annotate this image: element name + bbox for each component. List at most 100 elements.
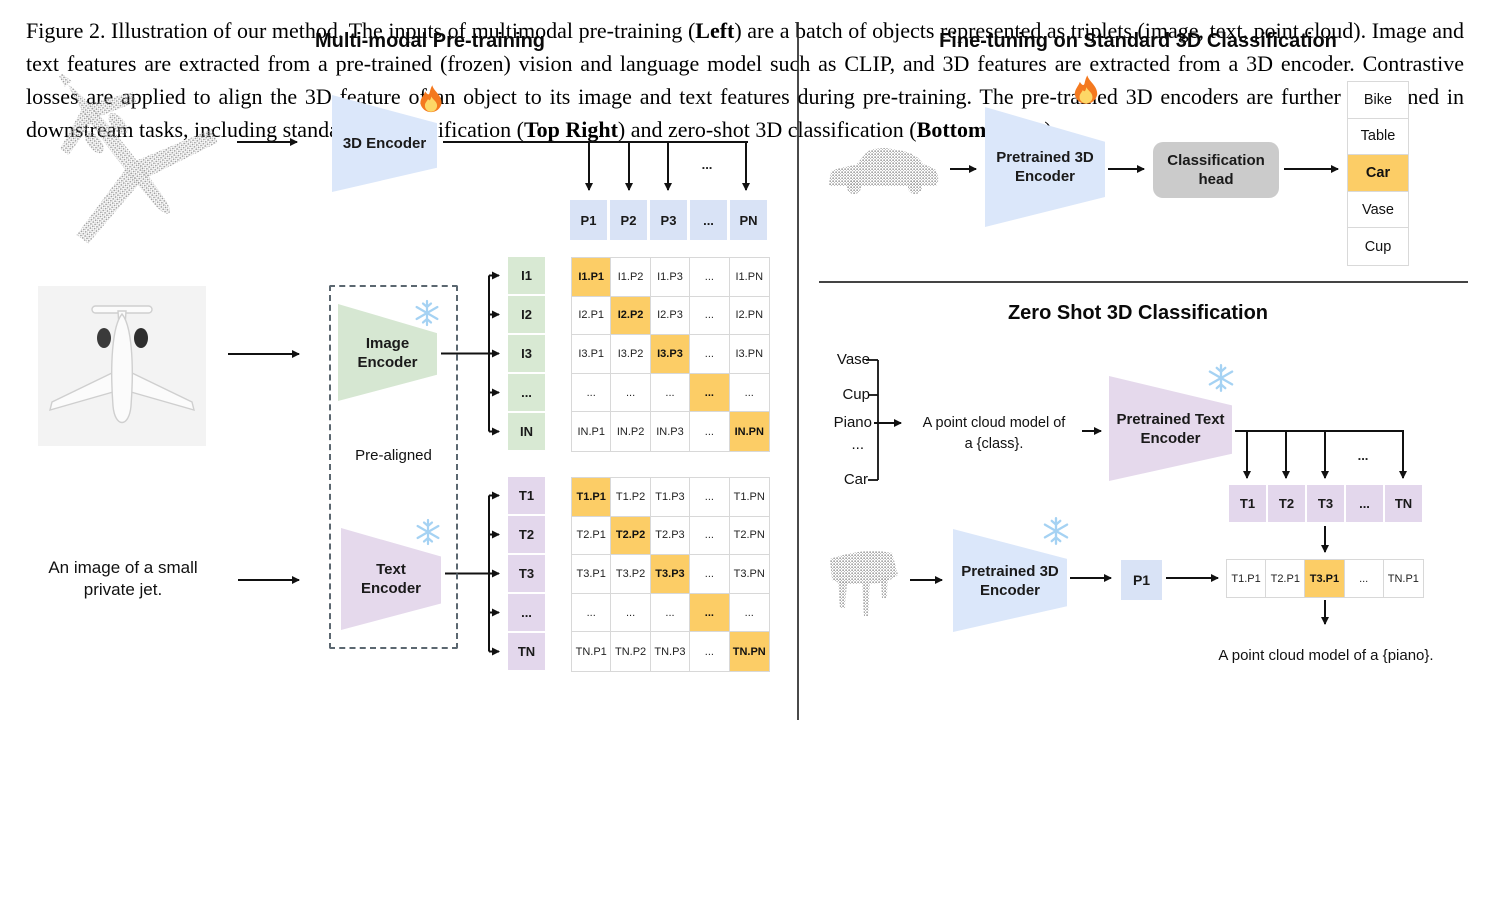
matrix-cell: T2.P2 bbox=[611, 516, 651, 556]
input-caption-line1: An image of a small bbox=[48, 558, 198, 577]
pre-aligned-label: Pre-aligned bbox=[355, 447, 432, 464]
matrix-cell: T2.PN bbox=[729, 517, 769, 556]
classification-head: Classification head bbox=[1153, 142, 1279, 198]
matrix-cell: T1.P2 bbox=[611, 478, 651, 517]
matrix-cell: ... bbox=[690, 258, 730, 297]
matrix-cell: ... bbox=[690, 478, 730, 517]
matrix-cell: ... bbox=[611, 373, 651, 413]
prompt-line1: A point cloud model of bbox=[922, 415, 1066, 431]
figure-page: { "left": { "title": "Multi-modal Pre-tr… bbox=[0, 14, 1490, 902]
matrix-cell: I2.P1 bbox=[572, 296, 612, 336]
image-encoder-line1: Image bbox=[365, 334, 410, 352]
finetune-encoder-line1: Pretrained 3D bbox=[996, 149, 1094, 166]
zeroshot-class-cup: Cup bbox=[842, 386, 870, 403]
matrix-cell: T3.P1 bbox=[572, 555, 612, 594]
zeroshot-class-ellipsis: ... bbox=[851, 436, 864, 453]
p-branch-ellipsis: ... bbox=[701, 157, 713, 172]
input-caption-text: An image of a small private jet. bbox=[28, 557, 218, 601]
matrix-cell: ... bbox=[729, 374, 769, 413]
t-cell: T2 bbox=[508, 516, 545, 553]
snowflake-icon bbox=[1208, 364, 1234, 392]
matrix-cell: T2.P3 bbox=[650, 516, 691, 556]
matrix-cell: ... bbox=[690, 593, 730, 633]
p-cell: P3 bbox=[650, 200, 687, 240]
caption-bold-top-right: Top Right bbox=[523, 117, 618, 142]
text-encoder-line2: Encoder bbox=[360, 580, 421, 597]
matrix-cell: I3.P3 bbox=[650, 335, 691, 374]
p-cell: P2 bbox=[610, 200, 647, 240]
finetune-title: Fine-tuning on Standard 3D Classificatio… bbox=[939, 30, 1337, 52]
matrix-cell: T3.PN bbox=[729, 555, 769, 594]
caption-segment: ) and zero-shot 3D classification ( bbox=[617, 117, 917, 142]
matrix-cell: I1.P3 bbox=[650, 258, 691, 297]
input-caption-line2: private jet. bbox=[83, 580, 163, 599]
class-item: Cup bbox=[1364, 238, 1392, 255]
p-cell: PN bbox=[730, 200, 767, 240]
car-point-cloud bbox=[829, 148, 939, 194]
class-item: Vase bbox=[1348, 192, 1408, 229]
i-cell: ... bbox=[508, 374, 545, 411]
classification-head-line2: head bbox=[1198, 171, 1234, 188]
3d-encoder-label: 3D Encoder bbox=[342, 135, 427, 152]
caption-segment: Figure 2. Illustration of our method. Th… bbox=[26, 18, 696, 43]
zeroshot-title: Zero Shot 3D Classification bbox=[1007, 302, 1269, 324]
result-cell: TN.P1 bbox=[1387, 572, 1419, 585]
matrix-cell: ... bbox=[690, 516, 730, 556]
image-feature-column: I1 I2 I3 ... IN bbox=[508, 257, 545, 450]
pretrained-text-encoder-label: Pretrained Text Encoder bbox=[1116, 410, 1224, 448]
zeroshot-encoder-line2: Encoder bbox=[979, 581, 1040, 599]
matrix-cell: T1.P3 bbox=[650, 478, 691, 517]
matrix-cell: T2.P1 bbox=[572, 516, 612, 556]
t-row-cell: T1 bbox=[1229, 485, 1266, 522]
zeroshot-encoder-line1: Pretrained 3D bbox=[961, 562, 1059, 580]
matrix-cell: I3.PN bbox=[729, 335, 769, 374]
p1-feature-cell: P1 bbox=[1121, 560, 1162, 600]
image-encoder-line2: Encoder bbox=[357, 353, 418, 371]
matrix-cell: I2.PN bbox=[729, 297, 769, 336]
text-encoder-label: Text Encoder bbox=[361, 560, 421, 598]
similarity-result-row: T1.P1 T2.P1 T3.P1 ... TN.P1 bbox=[1226, 559, 1424, 598]
classification-head-label: Classification head bbox=[1167, 151, 1265, 189]
matrix-cell: TN.P2 bbox=[611, 632, 651, 671]
t-cell: TN bbox=[508, 633, 545, 670]
matrix-cell: ... bbox=[611, 593, 651, 633]
matrix-cell: I2.P3 bbox=[650, 296, 691, 336]
t-row-cell: T3 bbox=[1307, 485, 1344, 522]
class-list: Bike Table Car Vase Cup bbox=[1347, 81, 1409, 266]
matrix-cell: IN.PN bbox=[729, 412, 769, 451]
matrix-cell: ... bbox=[650, 593, 691, 633]
matrix-cell: TN.P3 bbox=[651, 632, 691, 671]
snowflake-icon bbox=[416, 518, 440, 546]
pre-aligned-box bbox=[329, 285, 458, 649]
matrix-cell: IN.P3 bbox=[651, 412, 691, 451]
finetune-encoder-line2: Encoder bbox=[1014, 168, 1075, 185]
matrix-cell: ... bbox=[690, 632, 730, 671]
zeroshot-class-piano: Piano bbox=[833, 414, 872, 431]
zeroshot-pretrained-3d-encoder: Pretrained 3D Encoder bbox=[953, 529, 1067, 632]
p-cell: P1 bbox=[570, 200, 607, 240]
matrix-cell: I1.PN bbox=[729, 258, 769, 297]
t-branch-ellipsis: ... bbox=[1357, 448, 1369, 463]
text-feature-column: T1 T2 T3 ... TN bbox=[508, 477, 545, 670]
pretrained-text-encoder-line1: Pretrained Text bbox=[1116, 410, 1225, 428]
matrix-cell: ... bbox=[572, 373, 612, 413]
matrix-cell: I3.P2 bbox=[611, 335, 651, 374]
pretrained-text-encoder-line2: Encoder bbox=[1140, 429, 1201, 447]
class-item: Table bbox=[1348, 119, 1408, 156]
piano-point-cloud bbox=[830, 551, 898, 616]
text-feature-row: T1 T2 T3 ... TN bbox=[1229, 485, 1422, 522]
matrix-cell: T3.P2 bbox=[611, 555, 651, 594]
pretraining-title: Multi-modal Pre-training bbox=[315, 30, 545, 52]
t-row-cell: T2 bbox=[1268, 485, 1305, 522]
t-row-cell: ... bbox=[1346, 485, 1383, 522]
matrix-cell: ... bbox=[690, 555, 730, 594]
matrix-cell: ... bbox=[690, 296, 730, 336]
t-row-cell: TN bbox=[1385, 485, 1422, 522]
result-cell: T2.P1 bbox=[1266, 560, 1306, 597]
i-cell: IN bbox=[508, 413, 545, 450]
image-point-similarity-matrix: I1.P1 I1.P2 I1.P3 ... I1.PN I2.P1 I2.P2 … bbox=[571, 257, 770, 452]
prompt-text: A point cloud model of a {class}. bbox=[908, 413, 1080, 455]
matrix-cell: ... bbox=[572, 593, 612, 633]
i-cell: I2 bbox=[508, 296, 545, 333]
matrix-cell: ... bbox=[650, 373, 691, 413]
